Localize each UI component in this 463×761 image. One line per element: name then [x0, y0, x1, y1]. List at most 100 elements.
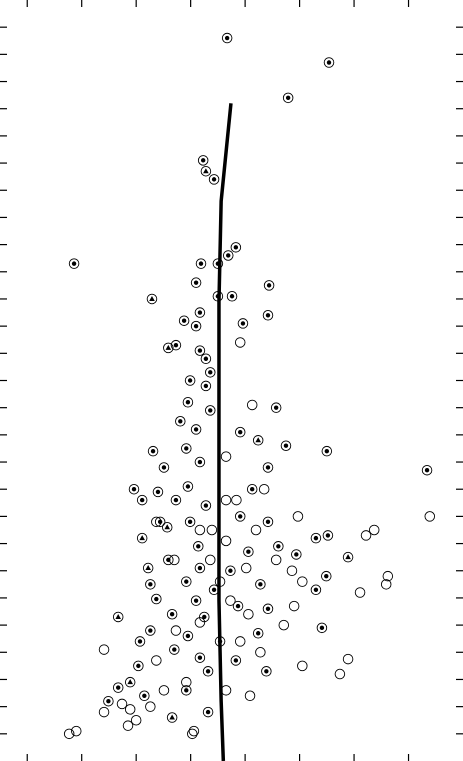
marker-dot	[326, 60, 332, 65]
point	[288, 600, 300, 612]
marker-dot	[197, 565, 203, 571]
marker-dot	[202, 614, 207, 620]
marker-dot	[187, 378, 193, 383]
point	[124, 676, 136, 688]
marker-triangle	[345, 554, 351, 560]
marker-dot	[211, 587, 217, 592]
marker-dot	[200, 158, 206, 163]
point	[163, 342, 174, 354]
marker-ring	[263, 280, 275, 291]
marker-dot	[197, 310, 203, 315]
marker-ring	[202, 706, 214, 718]
marker-triangle	[145, 565, 151, 571]
fit-line	[217, 103, 233, 761]
point	[297, 576, 308, 587]
point	[184, 516, 196, 528]
point	[181, 443, 192, 454]
marker-ring	[278, 619, 290, 631]
marker-ring	[182, 481, 194, 492]
point	[190, 424, 202, 435]
marker-ring	[194, 562, 206, 574]
marker-ring	[194, 307, 206, 318]
marker-ring	[262, 516, 274, 528]
point	[128, 483, 140, 495]
point	[139, 690, 150, 702]
point	[225, 565, 236, 577]
marker-dot	[205, 669, 211, 674]
point	[382, 570, 394, 582]
marker-dot	[198, 261, 204, 266]
marker-triangle	[127, 679, 133, 685]
point	[199, 611, 210, 623]
marker-ring	[200, 353, 212, 365]
marker-dot	[266, 283, 272, 288]
marker-dot	[196, 544, 201, 549]
marker-dot	[240, 321, 246, 326]
point	[252, 628, 264, 639]
marker-ring	[316, 622, 328, 634]
point	[205, 554, 216, 566]
point	[200, 353, 212, 365]
marker-ring	[190, 424, 202, 435]
point	[225, 595, 236, 606]
marker-ring	[220, 494, 232, 506]
marker-ring	[270, 402, 282, 413]
point	[146, 293, 158, 305]
point	[163, 554, 174, 566]
marker-dot	[137, 639, 143, 644]
marker-dot	[148, 582, 153, 587]
marker-ring	[182, 396, 194, 408]
point	[261, 666, 272, 677]
point	[310, 584, 322, 596]
marker-ring	[226, 290, 238, 302]
marker-ring	[197, 155, 209, 166]
point	[273, 541, 284, 552]
marker-ring	[182, 630, 194, 642]
point	[234, 636, 246, 647]
point	[200, 500, 212, 511]
point	[230, 655, 242, 666]
marker-dot	[131, 487, 137, 492]
marker-ring	[221, 32, 233, 44]
marker-ring	[255, 579, 266, 590]
point	[291, 549, 302, 560]
marker-ring	[424, 511, 436, 522]
marker-dot	[208, 408, 213, 413]
marker-ring	[205, 554, 216, 566]
marker-ring	[166, 608, 178, 620]
point	[262, 462, 274, 473]
point	[360, 530, 372, 541]
marker-ring	[116, 698, 128, 710]
point	[195, 258, 207, 269]
point	[194, 345, 206, 356]
marker-ring	[246, 483, 258, 495]
point	[220, 451, 232, 462]
marker-ring	[322, 530, 334, 541]
point	[175, 416, 186, 427]
point	[321, 570, 332, 582]
point	[197, 155, 209, 166]
point	[181, 685, 192, 696]
marker-ring	[200, 500, 212, 511]
marker-ring	[421, 464, 433, 476]
marker-dot	[265, 606, 271, 611]
marker-ring	[225, 565, 236, 577]
point	[134, 636, 146, 647]
point	[202, 666, 214, 677]
marker-ring	[145, 625, 156, 636]
marker-ring	[202, 666, 214, 677]
marker-ring	[133, 660, 144, 672]
marker-ring	[230, 655, 242, 666]
marker-ring	[158, 685, 170, 696]
marker-dot	[324, 573, 329, 579]
marker-ring	[246, 399, 258, 411]
marker-ring	[190, 595, 202, 606]
marker-ring	[262, 310, 274, 321]
point	[255, 647, 266, 658]
marker-dot	[181, 318, 187, 323]
point	[258, 483, 270, 495]
marker-ring	[175, 416, 186, 427]
point	[286, 565, 298, 577]
point	[194, 307, 206, 318]
